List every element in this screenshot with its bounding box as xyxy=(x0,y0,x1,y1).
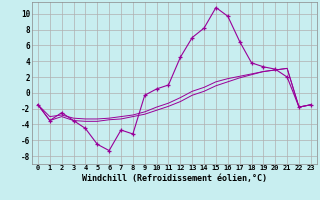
X-axis label: Windchill (Refroidissement éolien,°C): Windchill (Refroidissement éolien,°C) xyxy=(82,174,267,183)
